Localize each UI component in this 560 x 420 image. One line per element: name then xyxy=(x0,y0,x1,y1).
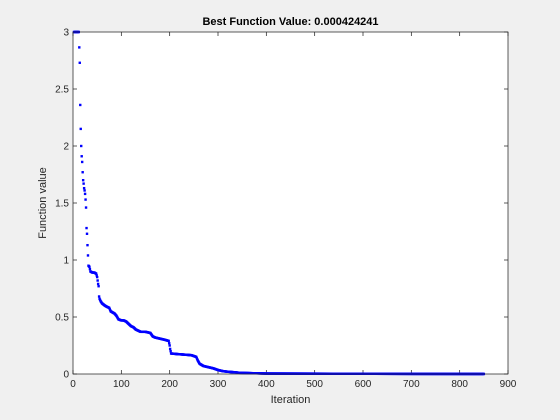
y-tick-label: 0.5 xyxy=(55,313,69,324)
axes-border xyxy=(72,31,509,375)
data-point xyxy=(96,279,99,282)
data-point xyxy=(83,189,86,192)
data-point xyxy=(84,198,87,201)
axes-area xyxy=(73,32,508,374)
chart-title: Best Function Value: 0.000424241 xyxy=(202,16,378,28)
y-tick-label: 2.5 xyxy=(55,85,69,96)
data-point xyxy=(97,285,100,288)
y-tick-label: 3 xyxy=(63,28,69,39)
x-tick-label: 600 xyxy=(355,379,372,390)
data-point xyxy=(81,171,84,174)
data-point xyxy=(86,243,89,247)
data-point xyxy=(80,160,84,164)
data-point xyxy=(168,344,171,347)
x-tick-label: 500 xyxy=(306,379,323,390)
data-point xyxy=(169,350,172,353)
data-point xyxy=(168,347,172,351)
data-point xyxy=(81,179,85,182)
data-point xyxy=(86,254,90,257)
data-point xyxy=(95,275,99,279)
x-axis-label: Iteration xyxy=(271,394,311,406)
data-point xyxy=(79,103,82,107)
y-tick-label: 1 xyxy=(63,256,69,267)
data-point xyxy=(78,46,81,49)
axes-frame xyxy=(72,31,509,375)
x-tick-label: 800 xyxy=(451,379,468,390)
x-tick-label: 0 xyxy=(70,379,76,390)
data-point xyxy=(97,295,101,298)
x-tick-label: 100 xyxy=(113,379,130,390)
data-point xyxy=(95,272,98,275)
data-point xyxy=(83,192,87,196)
y-axis-label: Function value xyxy=(37,167,49,239)
x-tick-label: 400 xyxy=(258,379,275,390)
y-tick-label: 1.5 xyxy=(55,199,69,210)
data-point xyxy=(82,182,85,185)
y-tick-label: 0 xyxy=(63,370,69,381)
data-point xyxy=(82,186,86,190)
x-tick-label: 200 xyxy=(161,379,178,390)
data-point xyxy=(95,274,98,277)
data-point xyxy=(79,127,82,131)
data-point xyxy=(85,226,88,230)
data-point xyxy=(167,342,171,345)
x-tick-label: 300 xyxy=(210,379,227,390)
data-point xyxy=(88,267,92,271)
data-point xyxy=(80,144,83,148)
data-point xyxy=(88,265,91,269)
data-point xyxy=(78,61,81,64)
data-point xyxy=(85,232,89,235)
y-tick-label: 2 xyxy=(63,142,69,153)
x-tick-label: 900 xyxy=(500,379,517,390)
data-point xyxy=(84,206,88,209)
data-point xyxy=(80,155,83,158)
data-point xyxy=(96,282,100,286)
x-tick-label: 700 xyxy=(403,379,420,390)
data-point xyxy=(167,339,170,343)
